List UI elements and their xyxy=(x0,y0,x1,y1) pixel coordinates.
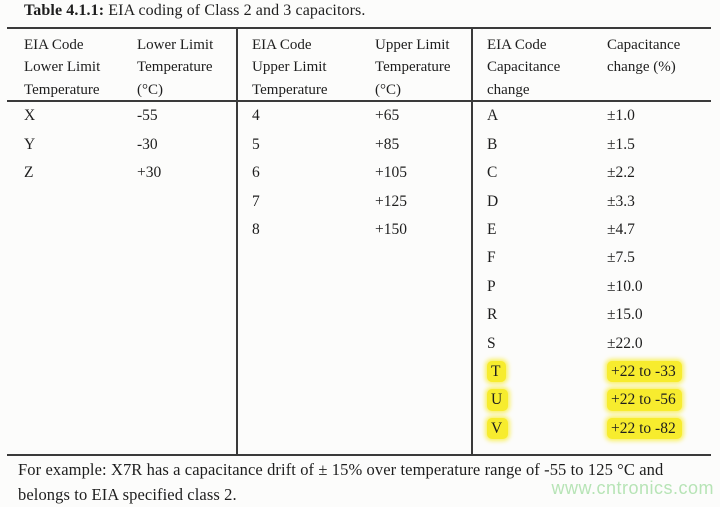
cell-cap-code: E xyxy=(487,221,497,238)
cell-cap-change: ±22.0 xyxy=(607,334,643,352)
table-body: X -55 4 +65 A ±1.0 Y -30 5 +85 B ±1.5 Z … xyxy=(7,102,711,443)
cell-cap-change: +22 to -82 xyxy=(604,417,711,440)
cell-upper-temp: +150 xyxy=(375,221,407,238)
table-caption-number: Table 4.1.1: xyxy=(24,2,105,19)
header-eia-code-lower: EIA Code Lower Limit Temperature xyxy=(24,37,101,98)
header-eia-code-upper: EIA Code Upper Limit Temperature xyxy=(252,37,328,98)
highlight-mark: +22 to -56 xyxy=(607,389,682,411)
table-footnote: For example: X7R has a capacitance drift… xyxy=(18,460,664,504)
table-row: S ±22.0 xyxy=(7,329,711,357)
header-upper-limit-temp: Upper Limit Temperature (°C) xyxy=(375,37,451,98)
cell-cap-change: ±1.0 xyxy=(607,107,635,125)
cell-cap-code: T xyxy=(470,360,604,383)
watermark-text: www.cntronics.com xyxy=(551,478,714,498)
cell-cap-code: U xyxy=(470,389,604,411)
cell-cap-code: F xyxy=(487,249,496,267)
cell-cap-code: S xyxy=(487,334,496,352)
highlight-mark: +22 to -82 xyxy=(607,417,682,440)
cell-cap-change: ±4.7 xyxy=(607,221,635,238)
cell-cap-code: V xyxy=(470,417,604,440)
table-row: R ±15.0 xyxy=(7,301,711,329)
table-row: 8 +150 E ±4.7 xyxy=(7,216,711,244)
cell-cap-code: D xyxy=(487,192,499,210)
cell-upper-code: 5 xyxy=(252,135,260,153)
cell-upper-code: 6 xyxy=(252,164,260,182)
cell-cap-change: ±10.0 xyxy=(607,277,643,295)
table-row: X -55 4 +65 A ±1.0 xyxy=(7,102,711,130)
header-capacitance-change: Capacitance change (%) xyxy=(607,37,681,76)
table-header-row: EIA Code Lower Limit Temperature Lower L… xyxy=(7,29,711,102)
cell-cap-change: ±7.5 xyxy=(607,249,635,267)
cell-lower-code: Z xyxy=(24,164,34,182)
highlight-mark: +22 to -33 xyxy=(607,360,682,383)
table-row-highlighted: V +22 to -82 xyxy=(7,414,711,442)
cell-upper-temp: +105 xyxy=(375,164,407,182)
cell-upper-temp: +65 xyxy=(375,107,400,125)
cell-upper-temp: +85 xyxy=(375,135,400,153)
table-row: F ±7.5 xyxy=(7,244,711,272)
cell-upper-code: 8 xyxy=(252,221,260,238)
cell-cap-change: +22 to -33 xyxy=(604,360,711,383)
cell-lower-code: Y xyxy=(24,135,36,153)
eia-coding-table: EIA Code Lower Limit Temperature Lower L… xyxy=(7,27,711,456)
cell-lower-temp: -30 xyxy=(137,135,158,153)
table-row: Y -30 5 +85 B ±1.5 xyxy=(7,130,711,158)
cell-lower-code: X xyxy=(24,107,36,125)
table-row-highlighted: T +22 to -33 xyxy=(7,358,711,386)
table-row: P ±10.0 xyxy=(7,272,711,300)
highlight-mark: U xyxy=(487,389,509,411)
cell-cap-change: ±15.0 xyxy=(607,306,643,324)
table-caption-text: EIA coding of Class 2 and 3 capacitors. xyxy=(104,2,366,19)
header-lower-limit-temp: Lower Limit Temperature (°C) xyxy=(137,37,214,98)
cell-cap-code: P xyxy=(487,277,496,295)
cell-lower-temp: -55 xyxy=(137,107,158,125)
table-row-highlighted: U +22 to -56 xyxy=(7,386,711,414)
header-eia-code-capchange: EIA Code Capacitance change xyxy=(487,37,561,98)
table-row: Z +30 6 +105 C ±2.2 xyxy=(7,159,711,187)
table-caption: Table 4.1.1: EIA coding of Class 2 and 3… xyxy=(24,2,365,20)
column-divider-1 xyxy=(236,29,238,454)
cell-lower-temp: +30 xyxy=(137,164,162,182)
cell-cap-change: ±3.3 xyxy=(607,192,635,210)
cell-upper-temp: +125 xyxy=(375,192,407,210)
cell-upper-code: 4 xyxy=(252,107,260,125)
cell-upper-code: 7 xyxy=(252,192,260,210)
table-row: 7 +125 D ±3.3 xyxy=(7,187,711,215)
cell-cap-code: B xyxy=(487,135,498,153)
cell-cap-code: A xyxy=(487,107,499,125)
highlight-mark: T xyxy=(487,360,507,383)
cell-cap-change: ±1.5 xyxy=(607,135,635,153)
cell-cap-change: +22 to -56 xyxy=(604,389,711,411)
column-divider-2 xyxy=(471,29,473,454)
cell-cap-code: C xyxy=(487,164,498,182)
cell-cap-change: ±2.2 xyxy=(607,164,635,182)
cell-cap-code: R xyxy=(487,306,498,324)
highlight-mark: V xyxy=(487,417,509,440)
